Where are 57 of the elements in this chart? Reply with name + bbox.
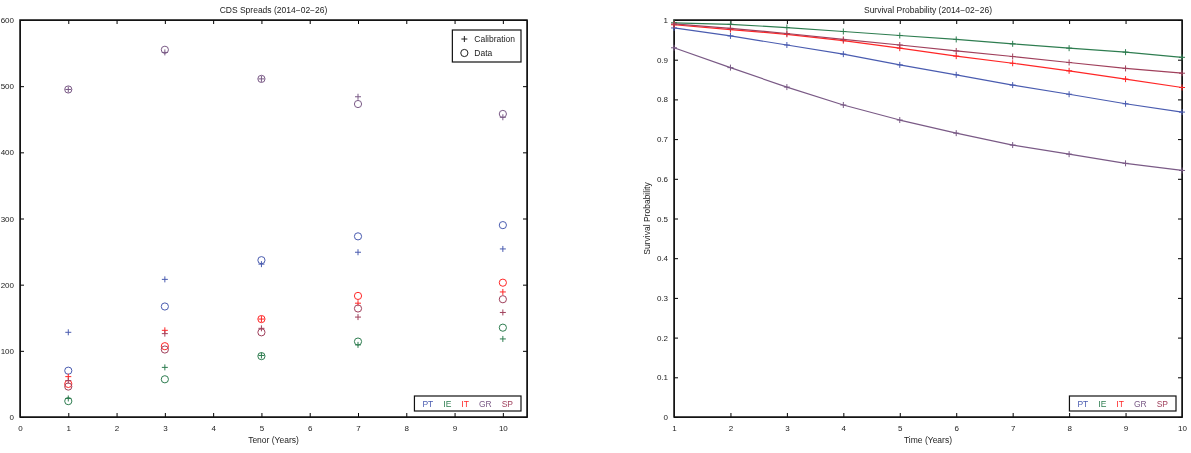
x-tick-label: 5 [898,423,904,433]
y-tick-label: 600 [0,16,15,26]
x-tick-label: 3 [163,423,169,433]
text: SP [501,399,514,409]
y-tick-label: 0 [663,413,669,423]
x-tick-label: 4 [211,423,217,433]
text: PT [422,399,434,409]
x-tick-label: 5 [259,423,265,433]
x-tick-label: 7 [1010,423,1016,433]
chart-title: CDS Spreads (2014−02−26) [219,5,328,15]
x-tick-label: 4 [841,423,847,433]
text: IT [461,399,469,409]
text: SP [1156,399,1169,409]
text: IE [443,399,452,409]
x-tick-label: 2 [114,423,120,433]
y-tick-label: 0.2 [656,333,669,343]
x-tick-label: 9 [452,423,458,433]
x-tick-label: 6 [954,423,960,433]
y-tick-label: 0.7 [656,135,669,145]
x-tick-label: 2 [728,423,734,433]
x-tick-label: 8 [404,423,410,433]
x-tick-label: 10 [1178,423,1188,433]
x-tick-label: 0 [18,423,24,433]
y-tick-label: 0.8 [656,95,669,105]
symbol-legend: Calibration Data [451,29,522,63]
y-tick-label: 300 [0,214,15,224]
annotation: Calibration [474,34,516,44]
y-tick-label: 0 [9,413,15,423]
y-tick-label: 1 [663,16,669,26]
x-tick-label: 1 [66,423,72,433]
text: GR [478,399,492,409]
annotation: Data [474,48,493,58]
text: IE [1098,399,1107,409]
y-axis-title: Survival Probability [642,181,652,255]
y-tick-label: 0.6 [656,174,669,184]
x-tick-label: 6 [307,423,313,433]
y-tick-label: 0.4 [656,254,669,264]
x-axis-title: Tenor (Years) [248,435,300,445]
y-tick-label: 100 [0,346,15,356]
y-tick-label: 0.9 [656,55,669,65]
text: PT [1077,399,1089,409]
text: GR [1133,399,1147,409]
y-tick-label: 0.1 [656,373,669,383]
chart-title: Survival Probability (2014−02−26) [863,5,993,15]
y-tick-label: 200 [0,280,15,290]
y-tick-label: 500 [0,82,15,92]
x-tick-label: 9 [1123,423,1129,433]
x-tick-label: 3 [785,423,791,433]
x-tick-label: 8 [1067,423,1073,433]
x-tick-label: 1 [672,423,678,433]
y-tick-label: 0.5 [656,214,669,224]
y-tick-label: 400 [0,148,15,158]
x-axis-title: Time (Years) [903,435,953,445]
text: IT [1116,399,1124,409]
y-tick-label: 0.3 [656,293,669,303]
x-tick-label: 7 [356,423,362,433]
x-tick-label: 10 [498,423,509,433]
